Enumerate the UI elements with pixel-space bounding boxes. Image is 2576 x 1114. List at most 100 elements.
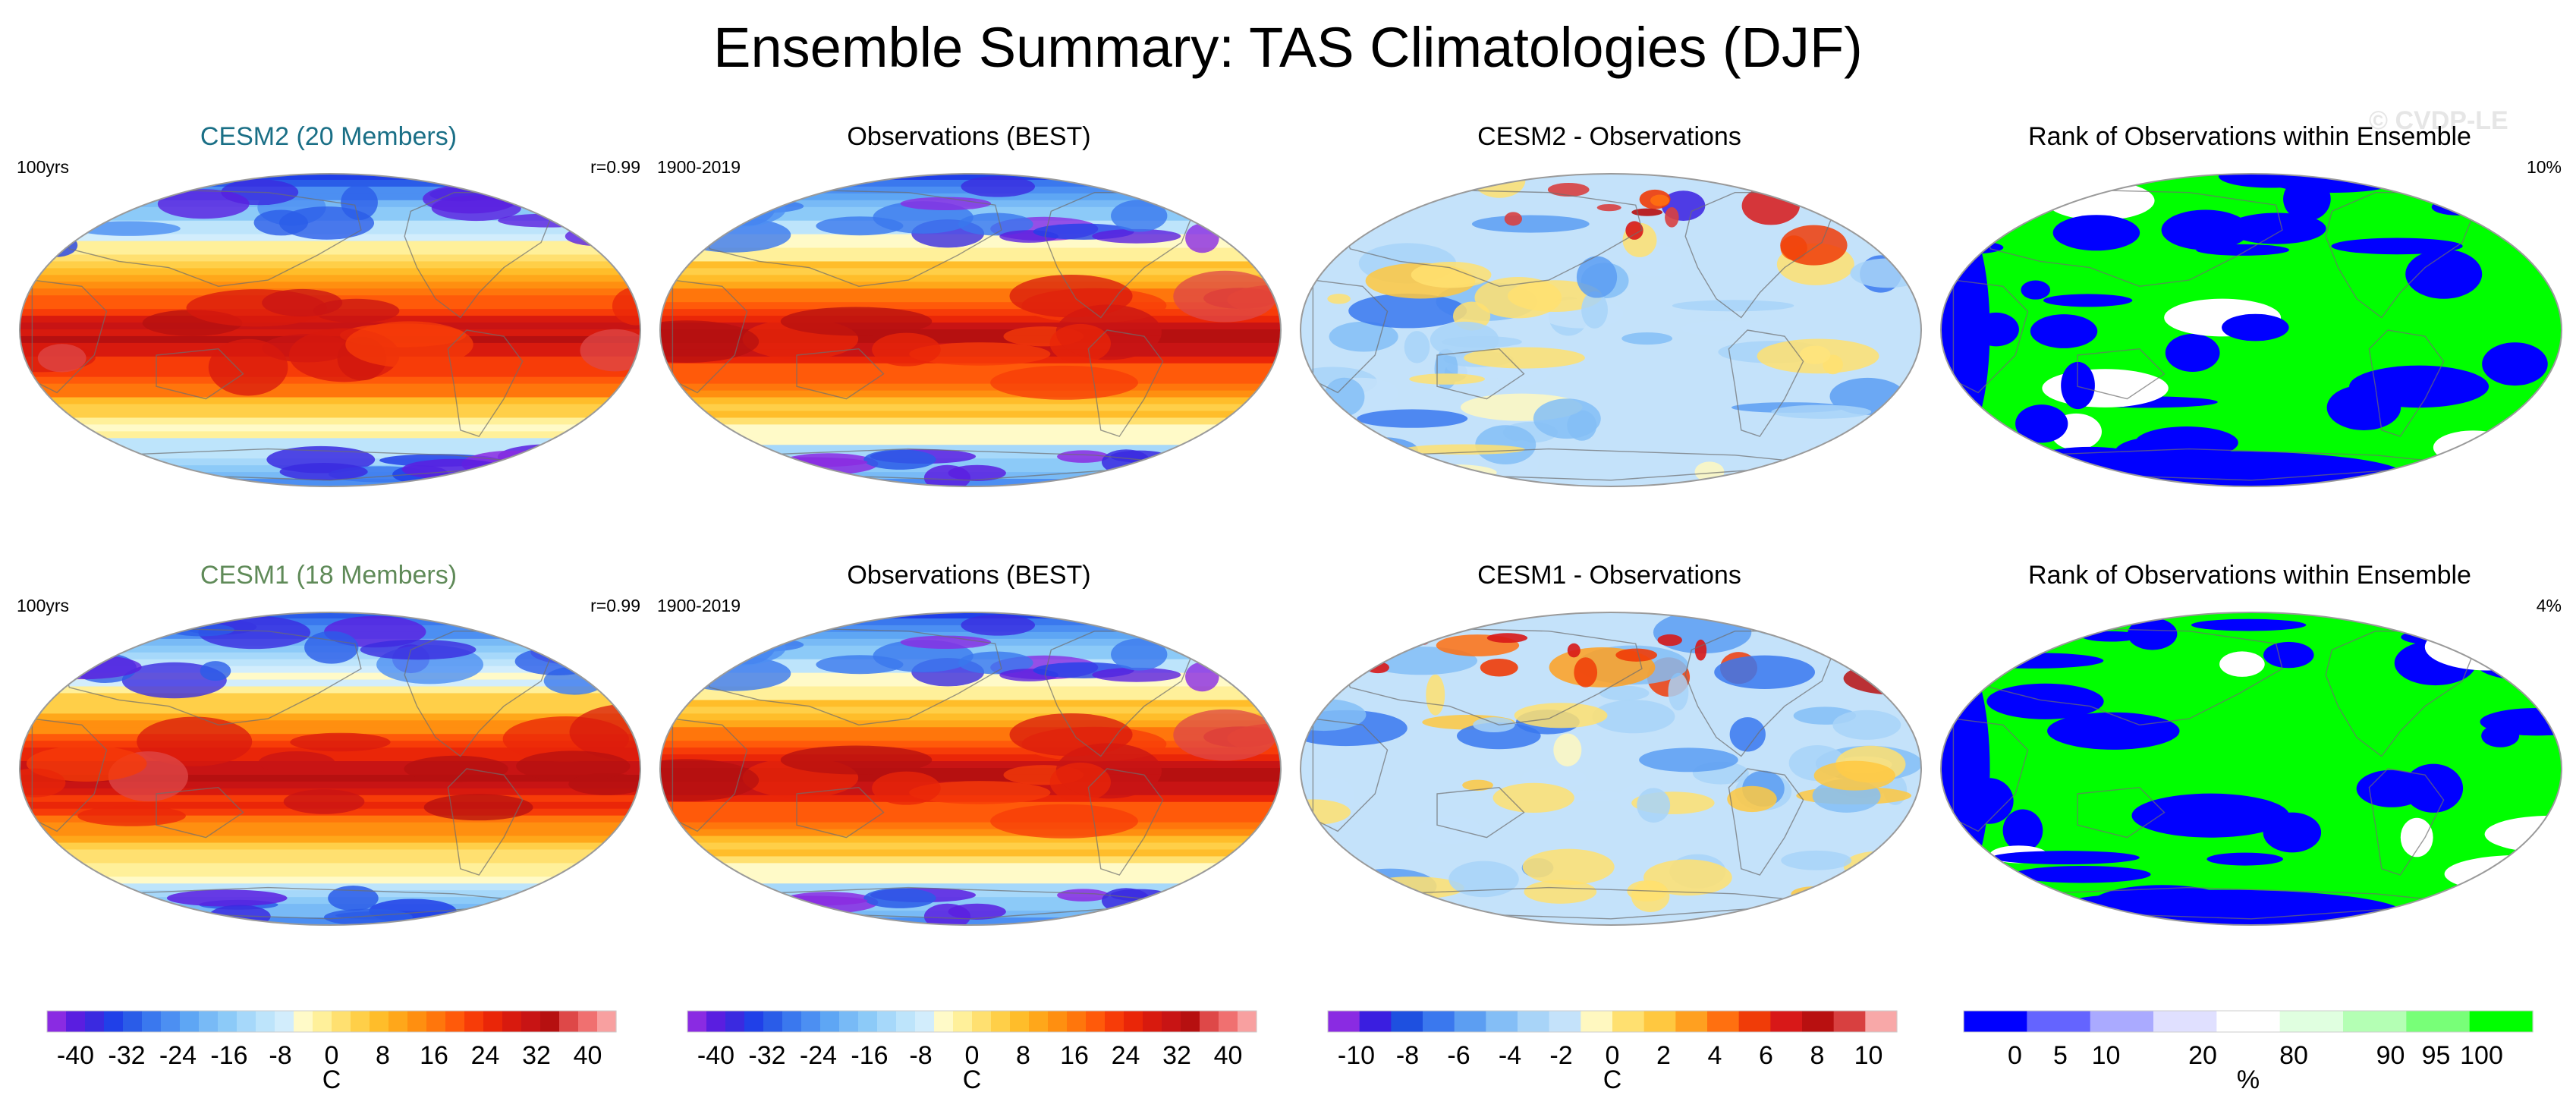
colorbar-swatch bbox=[1770, 1011, 1803, 1032]
coastline-americasS bbox=[1087, 329, 1164, 437]
difference-colorbar: -10 -8 -6 -4 -2 0 2 4 6 8 10 C bbox=[1327, 1010, 1898, 1094]
colorbar-swatch bbox=[521, 1011, 541, 1032]
coastline-greenland bbox=[565, 191, 610, 225]
panel-title-r2-c4: Rank of Observations within Ensemble bbox=[2028, 561, 2471, 590]
map-field bbox=[1941, 612, 2562, 925]
colorbar-tick-label: 8 bbox=[1810, 1041, 1825, 1070]
colorbar-tick-label: 16 bbox=[1060, 1041, 1089, 1070]
colorbar-tick-label: -40 bbox=[697, 1041, 734, 1070]
panel-left-label: 1900-2019 bbox=[657, 157, 741, 177]
colorbar-swatch bbox=[2279, 1011, 2344, 1032]
coastline-greenland bbox=[1205, 630, 1250, 663]
coastline-americasS bbox=[447, 329, 524, 437]
colorbar-tick-label: 0 bbox=[325, 1041, 339, 1070]
coastline-greenland bbox=[1845, 191, 1891, 225]
coastline-australia bbox=[156, 348, 244, 400]
map-field bbox=[1301, 612, 1921, 925]
colorbar-tick-label: 16 bbox=[420, 1041, 448, 1070]
colorbar-swatch bbox=[540, 1011, 560, 1032]
map-border bbox=[1940, 173, 2562, 487]
panel-title-r1-c1: CESM2 (20 Members) bbox=[200, 122, 458, 151]
coastline-australia bbox=[2077, 348, 2166, 400]
colorbar-swatch bbox=[1181, 1011, 1200, 1032]
colorbar-swatch bbox=[1105, 1011, 1124, 1032]
colorbar-tick-label: -32 bbox=[748, 1041, 785, 1070]
colorbar-swatch bbox=[313, 1011, 332, 1032]
colorbar-swatch bbox=[1328, 1011, 1360, 1032]
map-border bbox=[659, 173, 1282, 487]
colorbar-swatch bbox=[332, 1011, 351, 1032]
colorbar-swatch bbox=[47, 1011, 67, 1032]
panel-right-label: 4% bbox=[2536, 596, 2562, 615]
panel-right-label: 10% bbox=[2526, 157, 2562, 177]
colorbar-swatch bbox=[1010, 1011, 1030, 1032]
colorbar-swatch bbox=[820, 1011, 840, 1032]
map-rank-r2-c4 bbox=[1940, 612, 2562, 926]
colorbar-tick-label: -16 bbox=[210, 1041, 247, 1070]
colorbar-swatch bbox=[915, 1011, 935, 1032]
colorbar-tick-label: -6 bbox=[1447, 1041, 1470, 1070]
colorbar-swatch bbox=[351, 1011, 370, 1032]
colorbar-swatch bbox=[1454, 1011, 1486, 1032]
coastline-eurasia bbox=[697, 627, 1002, 726]
colorbar-swatch bbox=[1833, 1011, 1866, 1032]
map-climatology-r1-c1 bbox=[19, 173, 641, 487]
colorbar-swatch bbox=[858, 1011, 878, 1032]
colorbar-swatch bbox=[687, 1011, 707, 1032]
colorbar-swatch bbox=[1802, 1011, 1835, 1032]
colorbar-swatch bbox=[839, 1011, 859, 1032]
colorbar-swatch bbox=[597, 1011, 617, 1032]
colorbar-tick-label: -32 bbox=[108, 1041, 145, 1070]
colorbar-tick-label: 10 bbox=[2092, 1041, 2121, 1070]
colorbar-tick-label: 2 bbox=[1656, 1041, 1671, 1070]
coastline-australia bbox=[1436, 786, 1525, 839]
colorbar-swatch bbox=[1067, 1011, 1087, 1032]
colorbar-tick-label: 0 bbox=[2008, 1041, 2022, 1070]
colorbar-swatch bbox=[2469, 1011, 2534, 1032]
map-field bbox=[20, 174, 640, 486]
colorbar-swatch bbox=[559, 1011, 579, 1032]
colorbar-swatch bbox=[877, 1011, 897, 1032]
coastline-americasS bbox=[2368, 768, 2445, 876]
colorbar-swatch bbox=[104, 1011, 124, 1032]
map-border bbox=[1940, 612, 2562, 926]
colorbar-tick-label: 100 bbox=[2460, 1041, 2503, 1070]
colorbar-tick-label: -24 bbox=[800, 1041, 837, 1070]
map-field bbox=[660, 174, 1281, 486]
coastline-eurasia bbox=[1337, 188, 1643, 288]
colorbar-tick-label: -16 bbox=[851, 1041, 888, 1070]
panel-title-r1-c3: CESM2 - Observations bbox=[1477, 122, 1741, 151]
colorbar-swatch bbox=[744, 1011, 764, 1032]
colorbar-tick-label: -8 bbox=[909, 1041, 932, 1070]
map-field bbox=[1941, 174, 2562, 486]
colorbar-swatch bbox=[445, 1011, 465, 1032]
coastline-greenland bbox=[2486, 191, 2531, 225]
colorbar-swatch bbox=[199, 1011, 219, 1032]
coastline-greenland bbox=[1205, 191, 1250, 225]
colorbar-tick-label: 32 bbox=[522, 1041, 551, 1070]
coastline-americasS bbox=[2368, 329, 2445, 437]
colorbar-swatch bbox=[1518, 1011, 1550, 1032]
colorbar-tick-label: 80 bbox=[2279, 1041, 2308, 1070]
colorbar-swatch bbox=[1964, 1011, 2027, 1032]
colorbar-swatch bbox=[1486, 1011, 1518, 1032]
map-border bbox=[1300, 173, 1922, 487]
colorbar-swatch bbox=[896, 1011, 916, 1032]
colorbar-swatch bbox=[706, 1011, 726, 1032]
panel-title-r1-c2: Observations (BEST) bbox=[847, 122, 1091, 151]
colorbar-tick-label: 8 bbox=[1016, 1041, 1030, 1070]
colorbar-swatch bbox=[275, 1011, 294, 1032]
colorbar-swatch bbox=[2090, 1011, 2154, 1032]
colorbar-swatch bbox=[1086, 1011, 1106, 1032]
map-climatology-r2-c1 bbox=[19, 612, 641, 926]
colorbar-swatch bbox=[578, 1011, 598, 1032]
colorbar-tick-label: 4 bbox=[1708, 1041, 1722, 1070]
colorbar-swatch bbox=[1219, 1011, 1238, 1032]
colorbar-unit-label: C bbox=[963, 1065, 982, 1094]
colorbar-swatch bbox=[1549, 1011, 1581, 1032]
colorbar-swatch bbox=[1048, 1011, 1068, 1032]
colorbar-swatch bbox=[502, 1011, 522, 1032]
map-field bbox=[660, 612, 1281, 925]
map-difference-r2-c3 bbox=[1300, 612, 1922, 926]
colorbar-unit-label: C bbox=[322, 1065, 341, 1094]
